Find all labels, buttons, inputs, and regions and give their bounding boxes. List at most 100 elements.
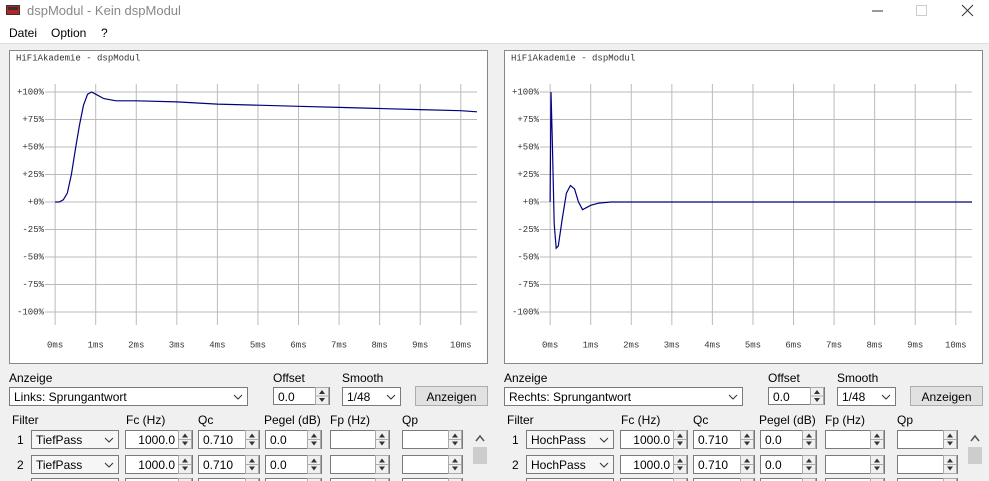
menu-item[interactable]: Option (51, 26, 87, 40)
spinner[interactable] (870, 478, 884, 481)
spinner[interactable] (802, 430, 816, 449)
filter-input[interactable]: 0.710 (198, 455, 260, 474)
menu-item[interactable]: ? (101, 26, 108, 40)
chevron (386, 394, 396, 400)
type-select[interactable]: TiefPass (31, 430, 119, 449)
column-header: Qc (693, 413, 709, 427)
spinner[interactable] (943, 430, 957, 449)
spin-up (677, 458, 683, 463)
spinner[interactable] (245, 430, 259, 449)
spinner[interactable] (178, 430, 192, 449)
filter-input[interactable] (897, 478, 958, 481)
spinner[interactable] (673, 455, 687, 474)
scroll-up (475, 434, 485, 442)
window-title: dspModul - Kein dspModul (27, 3, 181, 18)
chart-title: HiFiAkademie - dspModul (16, 53, 140, 63)
filter-input[interactable] (265, 478, 322, 481)
filter-input[interactable]: 1000.0 (125, 455, 193, 474)
filter-input[interactable] (620, 478, 688, 481)
filter-input[interactable] (760, 478, 817, 481)
spin-down (947, 466, 953, 471)
display-select[interactable]: Links: Sprungantwort (9, 387, 248, 406)
scrollbar[interactable] (967, 430, 983, 481)
chart-title: HiFiAkademie - dspModul (511, 53, 635, 63)
spinner[interactable] (448, 455, 462, 474)
type-select[interactable]: HochPass (526, 455, 614, 474)
type-select[interactable] (31, 478, 119, 481)
filter-input[interactable]: 1000.0 (125, 430, 193, 449)
filter-input[interactable]: 0.710 (693, 455, 755, 474)
smooth-select[interactable]: 1/48 (342, 387, 401, 406)
filter-input[interactable] (825, 478, 885, 481)
spinner[interactable] (245, 455, 259, 474)
x-tick-label: 2ms (623, 340, 639, 350)
filter-input[interactable] (897, 430, 958, 449)
spin-up (319, 390, 325, 394)
filter-input[interactable] (330, 478, 390, 481)
window-controls[interactable] (860, 0, 989, 22)
chevron (881, 394, 891, 400)
y-tick-label: -100% (512, 307, 540, 317)
spinner[interactable] (307, 455, 321, 474)
spinner[interactable] (375, 455, 389, 474)
y-tick-label: -75% (517, 280, 539, 290)
spinner[interactable] (375, 478, 389, 481)
scrollbar[interactable] (472, 430, 488, 481)
spinner[interactable] (448, 430, 462, 449)
type-select[interactable]: TiefPass (31, 455, 119, 474)
spin-up (311, 458, 317, 463)
spinner[interactable] (245, 478, 259, 481)
x-tick-label: 3ms (664, 340, 680, 350)
spinner[interactable] (307, 478, 321, 481)
column-header: Fp (Hz) (825, 413, 865, 427)
filter-input[interactable] (402, 430, 463, 449)
filter-input[interactable] (402, 455, 463, 474)
filter-input[interactable] (125, 478, 193, 481)
spinner[interactable] (802, 455, 816, 474)
spinner[interactable] (740, 430, 754, 449)
filter-input[interactable] (897, 455, 958, 474)
spinner[interactable] (315, 387, 329, 405)
spin-up (744, 458, 750, 463)
filter-input[interactable]: 0.710 (198, 430, 260, 449)
spinner[interactable] (178, 455, 192, 474)
column-header: Qp (402, 413, 419, 427)
spinner[interactable] (943, 455, 957, 474)
spinner[interactable] (810, 387, 824, 405)
spinner[interactable] (673, 430, 687, 449)
maximize[interactable] (916, 5, 927, 16)
x-tick-label: 8ms (372, 340, 388, 350)
menu-item[interactable]: Datei (9, 26, 38, 40)
spinner[interactable] (178, 478, 192, 481)
spinner[interactable] (448, 478, 462, 481)
show-button[interactable]: Anzeigen (910, 386, 983, 406)
spinner[interactable] (740, 455, 754, 474)
spin-down (311, 466, 317, 471)
smooth-select[interactable]: 1/48 (837, 387, 896, 406)
display-select[interactable]: Rechts: Sprungantwort (504, 387, 743, 406)
type-select[interactable] (526, 478, 614, 481)
spinner[interactable] (870, 455, 884, 474)
type-select[interactable]: HochPass (526, 430, 614, 449)
spinner[interactable] (673, 478, 687, 481)
spinner[interactable] (870, 430, 884, 449)
filter-input[interactable]: 0.710 (693, 430, 755, 449)
spinner[interactable] (375, 430, 389, 449)
spinner[interactable] (802, 478, 816, 481)
spinner[interactable] (943, 478, 957, 481)
filter-input[interactable] (198, 478, 260, 481)
spinner[interactable] (307, 430, 321, 449)
filter-input[interactable] (402, 478, 463, 481)
spin-up (249, 433, 255, 438)
filter-input[interactable] (693, 478, 755, 481)
show-button[interactable]: Anzeigen (415, 386, 488, 406)
filter-input[interactable]: 1000.0 (620, 430, 688, 449)
spin-up (182, 433, 188, 438)
spin-down (249, 441, 255, 446)
x-tick-label: 0ms (542, 340, 558, 350)
column-header: Fp (Hz) (330, 413, 370, 427)
spinner[interactable] (740, 478, 754, 481)
close[interactable] (961, 4, 974, 17)
filter-input[interactable]: 1000.0 (620, 455, 688, 474)
dropdown-arrow (233, 394, 243, 400)
